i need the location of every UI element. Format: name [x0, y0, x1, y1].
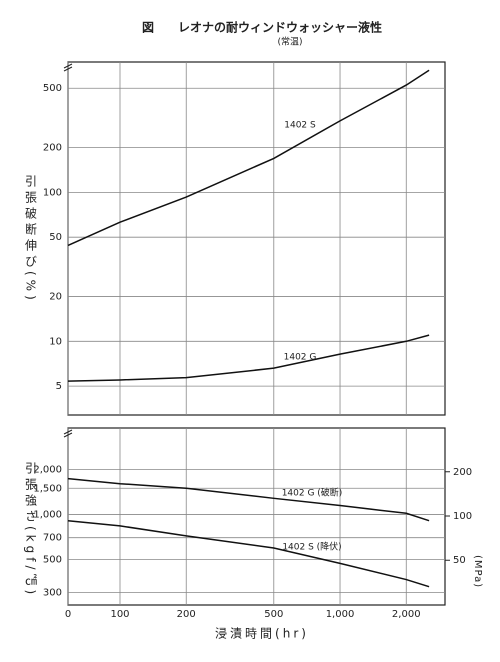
axis-break	[63, 63, 73, 72]
y-tick-label: 200	[43, 143, 62, 154]
x-tick-label: 100	[110, 609, 129, 620]
y-tick-label: 300	[43, 588, 62, 599]
y2-tick-label: 200	[453, 467, 472, 478]
y-tick-label: 1,000	[33, 510, 62, 521]
y2-axis-label: (MPa)	[472, 555, 483, 588]
axis-break	[63, 429, 73, 438]
y-tick-label: 2,000	[33, 465, 62, 476]
series-line	[67, 477, 430, 522]
y-tick-label: 700	[43, 533, 62, 544]
x-tick-label: 200	[177, 609, 196, 620]
series-line	[67, 334, 430, 382]
series-label: 1402 G (破断)	[282, 487, 343, 499]
plot-frame	[67, 427, 446, 606]
x-tick-label: 0	[65, 609, 71, 620]
chart-title: 図 レオナの耐ウィンドウォッシャー液性	[142, 20, 382, 35]
y-axis-label: 引張破断伸び(%)	[24, 175, 38, 304]
x-tick-label: 500	[264, 609, 283, 620]
series-label: 1402 S	[284, 121, 316, 131]
series-label: 1402 G	[284, 353, 317, 363]
x-axis-label: 浸漬時間(hr)	[215, 626, 309, 641]
y2-tick-label: 50	[453, 555, 466, 566]
y-tick-label: 5	[56, 381, 62, 392]
chart-subtitle: (常温)	[277, 36, 302, 48]
y-tick-label: 100	[43, 187, 62, 198]
y2-tick-label: 100	[453, 511, 472, 522]
x-tick-label: 2,000	[392, 609, 421, 620]
y-tick-label: 20	[49, 291, 62, 302]
plot-frame	[67, 61, 446, 416]
y-axis-label: 引張強さ(kgf/㎠)	[24, 462, 38, 599]
y-tick-label: 50	[49, 232, 62, 243]
y-tick-label: 1,500	[33, 483, 62, 494]
y-tick-label: 500	[43, 555, 62, 566]
series-line	[67, 69, 430, 247]
series-label: 1402 S (降伏)	[282, 541, 341, 553]
x-tick-label: 1,000	[326, 609, 355, 620]
y-tick-label: 10	[49, 336, 62, 347]
series-line	[67, 519, 430, 588]
y-tick-label: 500	[43, 83, 62, 94]
